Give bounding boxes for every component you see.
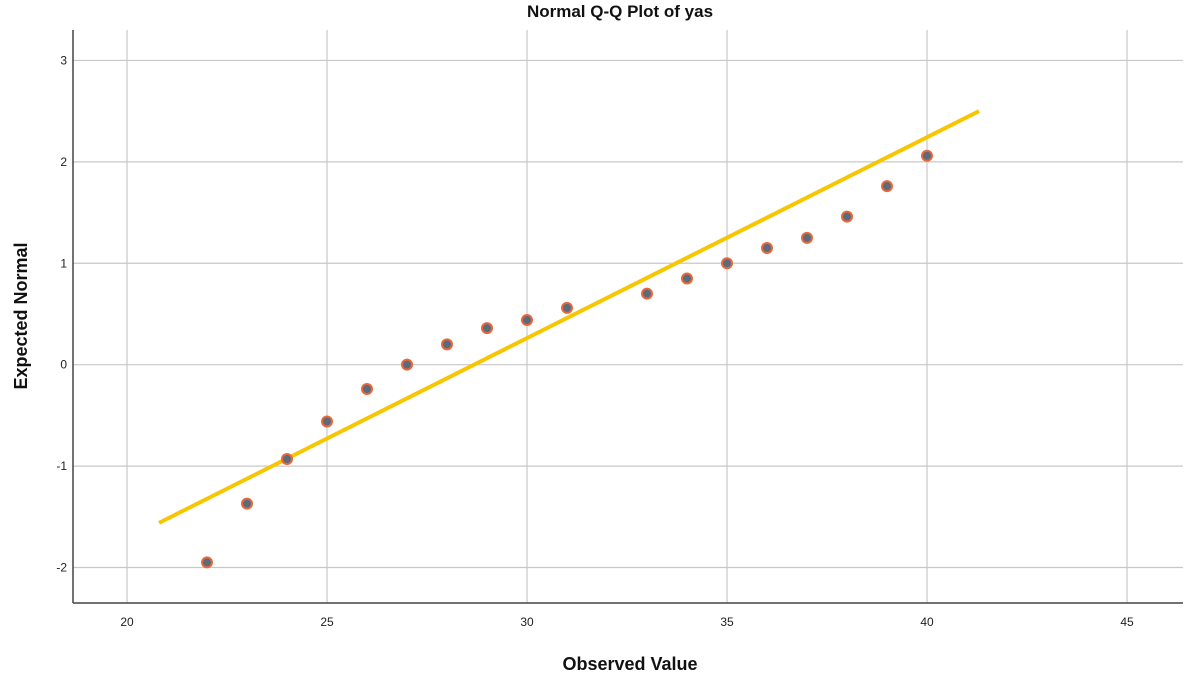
data-point: [441, 338, 453, 351]
x-tick-label: 30: [520, 615, 534, 629]
data-point: [921, 149, 933, 162]
data-point: [201, 556, 213, 569]
data-points: [201, 149, 933, 569]
x-tick-label: 35: [720, 615, 734, 629]
data-point: [761, 242, 773, 255]
data-point: [361, 383, 373, 396]
data-point: [681, 272, 693, 285]
data-point: [801, 231, 813, 244]
x-axis-title: Observed Value: [562, 654, 697, 674]
reference-line-group: [158, 109, 980, 525]
data-point: [881, 180, 893, 193]
y-axis-title: Expected Normal: [11, 242, 31, 389]
y-tick-label: 1: [60, 256, 67, 270]
data-point: [321, 415, 333, 428]
data-point: [401, 358, 413, 371]
y-tick-label: -2: [56, 561, 67, 575]
data-point: [721, 257, 733, 270]
data-point: [281, 452, 293, 465]
data-point: [561, 301, 573, 314]
grid: [73, 30, 1183, 603]
tick-labels: 20 25 30 35 40 45 -2 -1 0 1 2 3: [56, 53, 1134, 629]
data-point: [481, 322, 493, 335]
axes: [72, 30, 1183, 604]
x-tick-label: 45: [1120, 615, 1134, 629]
x-tick-label: 40: [920, 615, 934, 629]
data-point: [241, 497, 253, 510]
y-tick-label: -1: [56, 459, 67, 473]
data-point: [641, 287, 653, 300]
y-tick-label: 0: [60, 358, 67, 372]
y-tick-label: 3: [60, 53, 67, 67]
data-point: [841, 210, 853, 223]
x-tick-label: 25: [320, 615, 334, 629]
y-tick-label: 2: [60, 155, 67, 169]
data-point: [521, 314, 533, 327]
x-tick-label: 20: [120, 615, 134, 629]
reference-line: [158, 109, 980, 525]
chart-title: Normal Q-Q Plot of yas: [527, 2, 713, 21]
